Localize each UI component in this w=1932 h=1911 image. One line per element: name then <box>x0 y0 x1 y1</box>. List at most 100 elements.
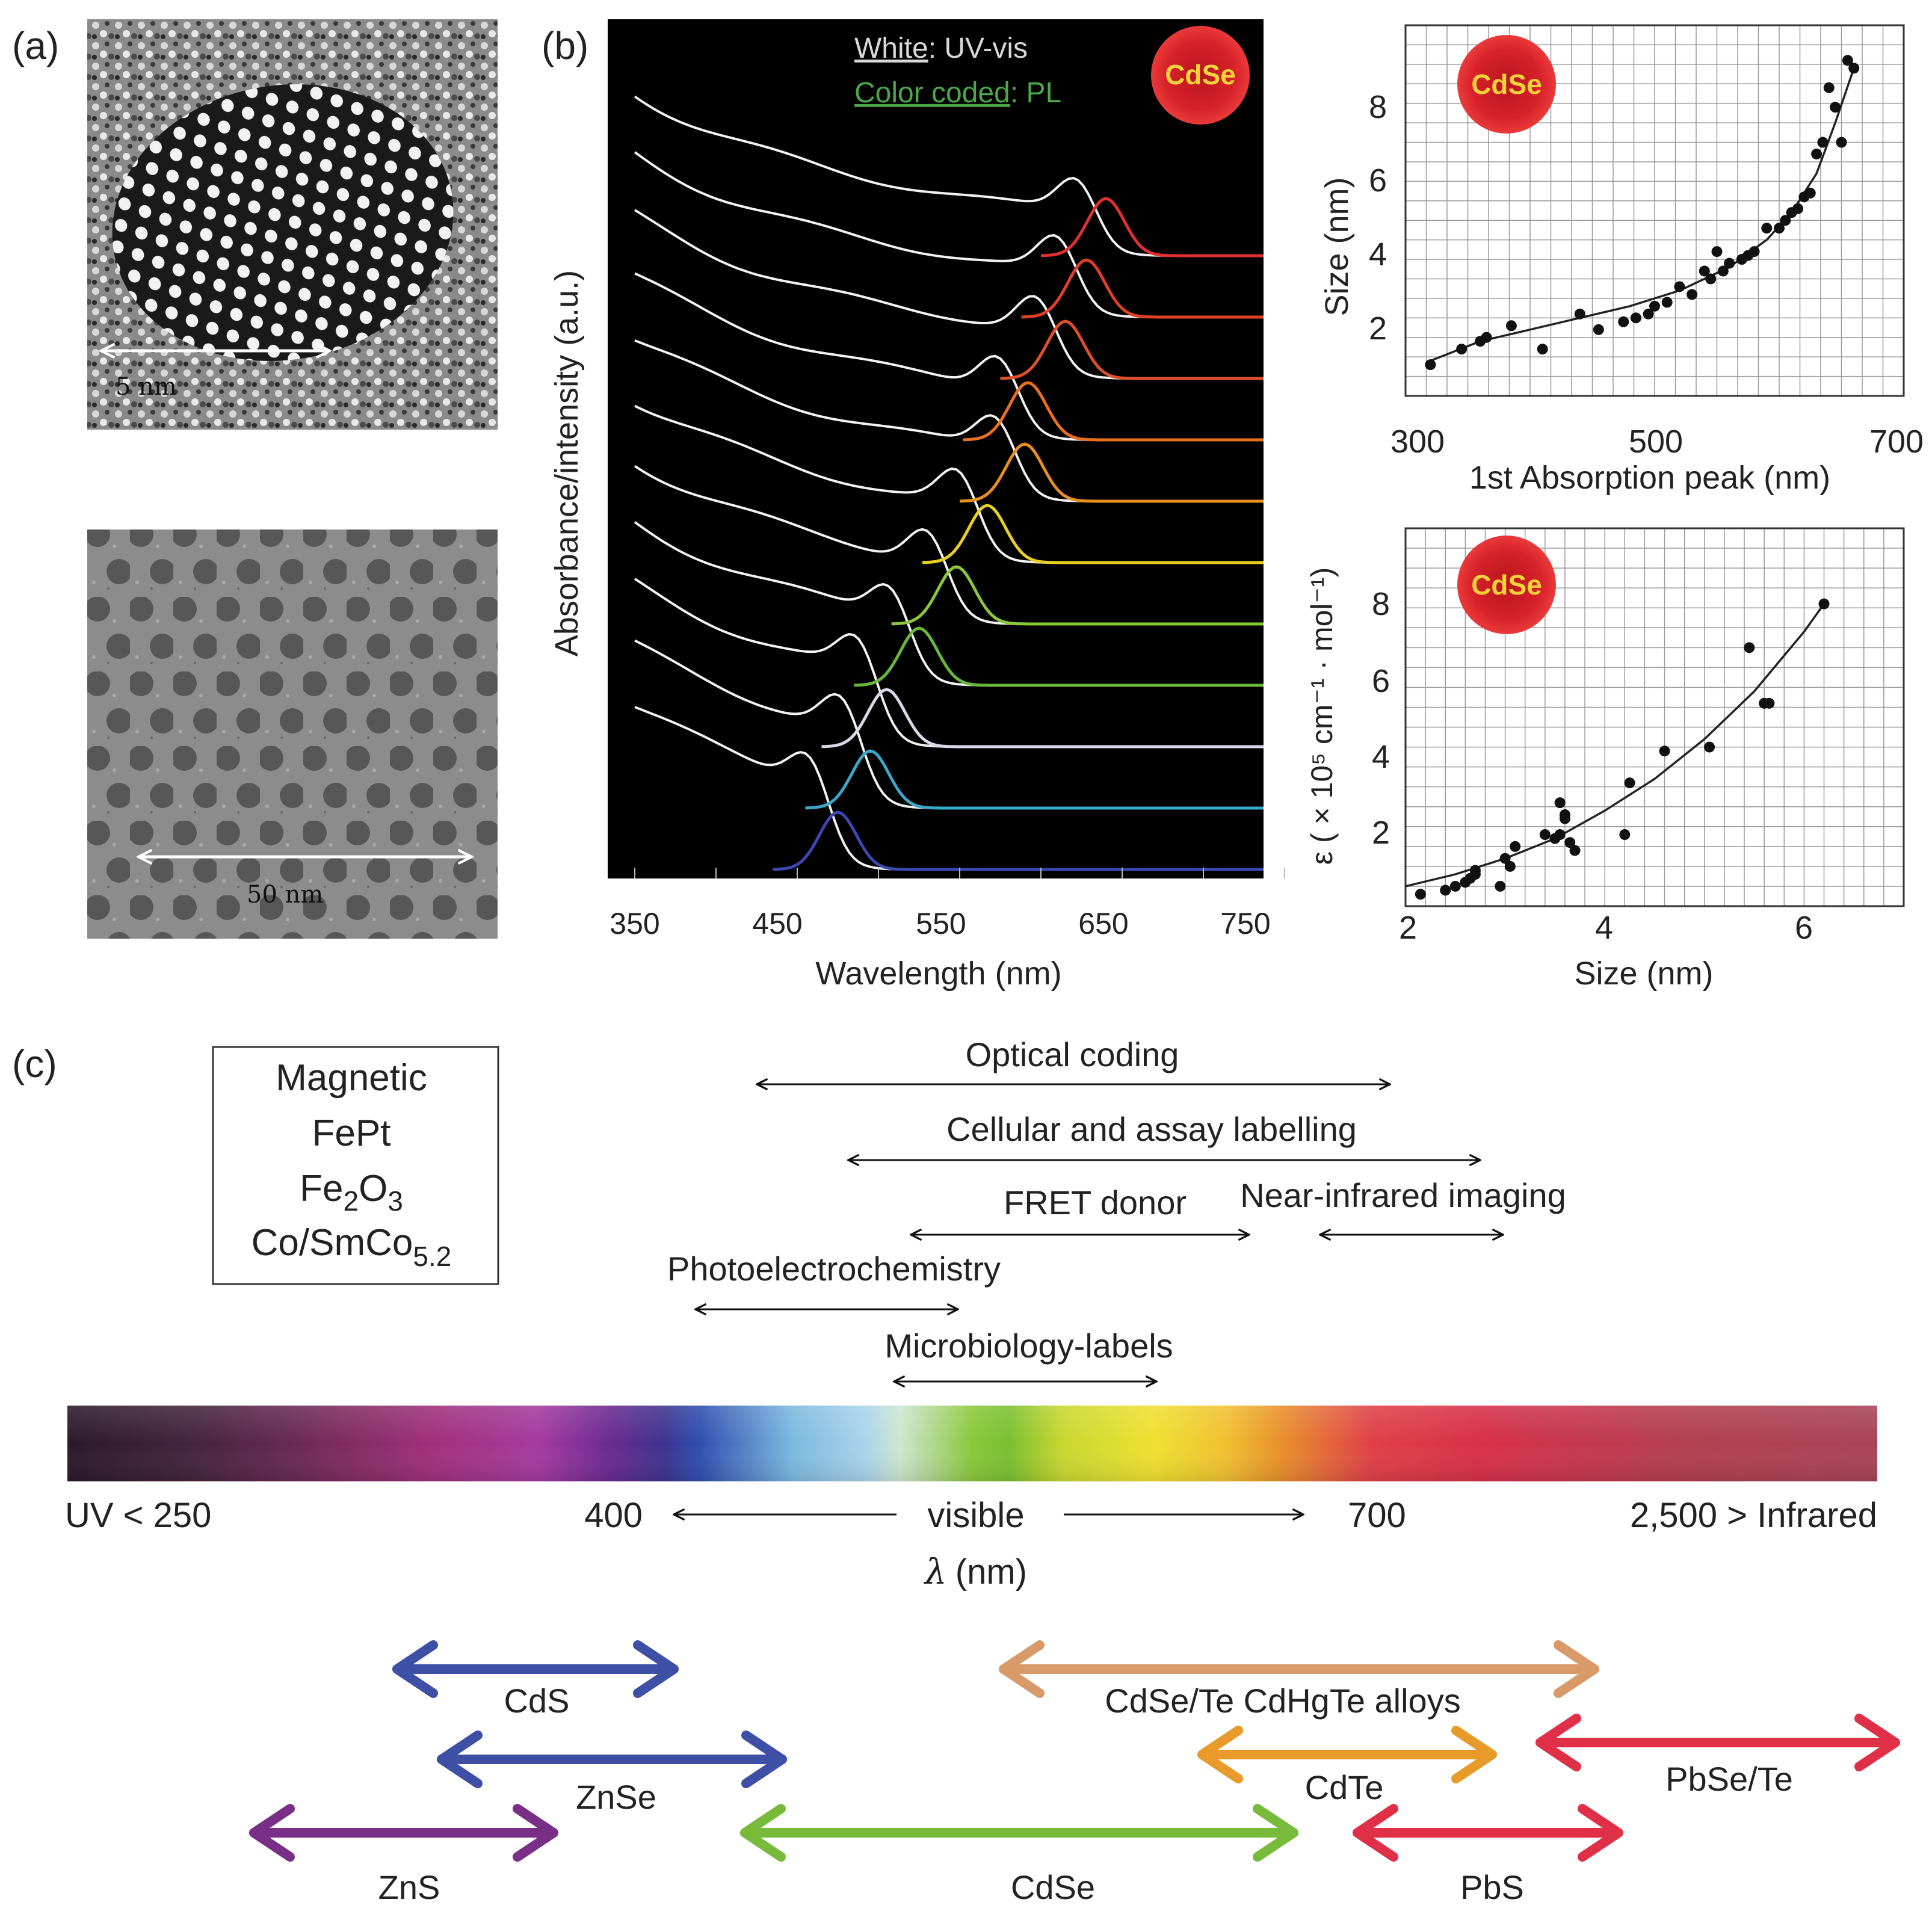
panel-label-a: (a) <box>12 24 59 67</box>
cosmco: Co/SmCo <box>252 1222 413 1264</box>
data-point <box>1449 880 1461 892</box>
data-point <box>1415 889 1426 900</box>
data-point <box>1569 845 1581 856</box>
data-point <box>1724 258 1735 269</box>
application-ranges: Optical coding Cellular and assay labell… <box>667 1036 1566 1382</box>
magnetic-fe2o3: Fe2O3 <box>300 1168 403 1217</box>
data-point <box>1836 137 1847 148</box>
data-point <box>1659 746 1670 757</box>
material-zns: ZnS <box>249 1804 558 1906</box>
size-vs-absorption-chart: CdSe 300 500 700 2 4 6 8 1st Absorption … <box>1319 24 1924 496</box>
data-point <box>1425 359 1436 371</box>
chart2-grid <box>1406 528 1904 906</box>
spectra-panel: White: UV-vis Color coded: PL CdSe Absor… <box>549 19 1285 992</box>
data-point <box>1630 312 1641 324</box>
data-point <box>1559 809 1570 820</box>
chart2-frame <box>1404 527 1905 907</box>
spectrum-ir-label: 2,500 > Infrared <box>1630 1496 1877 1535</box>
cdse-badge-chart1: CdSe <box>1457 35 1556 134</box>
tem-image-top: 5 nm <box>87 19 498 430</box>
material-label: CdSe <box>1011 1868 1095 1906</box>
data-point <box>1687 289 1698 300</box>
pl-curve <box>1000 320 1264 380</box>
data-point <box>1848 63 1860 74</box>
spectrum-400-label: 400 <box>584 1496 643 1535</box>
spectra-xtick-labels: 350 450 550 650 750 <box>610 907 1270 940</box>
data-point <box>1804 187 1816 199</box>
chart1-ytick-label: 8 <box>1369 89 1387 125</box>
lambda-symbol: λ <box>924 1551 947 1592</box>
material-label: CdSe/Te CdHgTe alloys <box>1105 1682 1460 1720</box>
spectra-background <box>608 19 1264 878</box>
data-point <box>1619 829 1631 841</box>
magnetic-cosmco: Co/SmCo5.2 <box>252 1222 452 1272</box>
magnetic-heading: Magnetic <box>276 1057 427 1099</box>
pl-curve <box>959 442 1264 503</box>
app-photoelectrochemistry: Photoelectrochemistry <box>667 1250 1001 1288</box>
epsilon-vs-size-chart: CdSe 2 4 6 2 4 6 8 Size (nm) ε ( × 10⁵ c… <box>1305 527 1905 992</box>
data-point <box>1830 102 1841 113</box>
legend-color-key: Color coded <box>854 77 1010 109</box>
material-label: ZnS <box>378 1868 440 1906</box>
data-point <box>1499 853 1511 864</box>
data-point <box>1811 148 1822 159</box>
chart2-xlabel: Size (nm) <box>1574 956 1713 992</box>
pl-curve <box>1021 258 1264 319</box>
data-point <box>1792 203 1804 214</box>
data-point <box>1748 246 1760 258</box>
wavelength-spectrum: UV < 250 400 visible 700 2,500 > Infrare… <box>65 1406 1877 1592</box>
chart1-ytick-label: 6 <box>1369 162 1387 199</box>
material-znse: ZnSe <box>437 1730 787 1816</box>
badge-text: CdSe <box>1165 59 1236 90</box>
chart1-xtick-label: 500 <box>1629 424 1683 460</box>
data-point <box>1504 860 1516 872</box>
fe: Fe <box>300 1168 343 1209</box>
data-point <box>1717 265 1729 277</box>
data-point <box>1505 320 1517 332</box>
xtick-label: 750 <box>1220 907 1270 940</box>
xtick-label: 650 <box>1078 907 1128 940</box>
chart1-ylabel: Size (nm) <box>1319 177 1355 316</box>
material-label: CdTe <box>1305 1768 1384 1806</box>
data-point <box>1823 82 1835 93</box>
material-cdsete-alloys: CdSe/Te CdHgTe alloys <box>999 1640 1599 1720</box>
data-point <box>1643 308 1654 320</box>
legend-uvvis: White: UV-vis <box>854 32 1028 64</box>
badge-text: CdSe <box>1471 569 1542 600</box>
magnetic-box: Magnetic FePt Fe2O3 Co/SmCo5.2 <box>212 1046 499 1285</box>
spectrum-uv-label: UV < 250 <box>65 1496 211 1535</box>
chart1-frame <box>1404 24 1905 397</box>
data-point <box>1618 316 1629 327</box>
data-point <box>1456 344 1468 355</box>
data-point <box>1564 837 1576 848</box>
data-point <box>1495 880 1506 892</box>
cdse-badge-spectra: CdSe <box>1151 26 1250 125</box>
material-cdte: CdTe <box>1197 1726 1497 1806</box>
data-point <box>1705 273 1717 285</box>
spectrum-visible-label: visible <box>927 1496 1024 1535</box>
lambda-unit: (nm) <box>955 1552 1027 1591</box>
material-label: CdS <box>504 1682 570 1720</box>
legend-color-rest: : PL <box>1010 77 1061 109</box>
app-fret-donor: FRET donor <box>1004 1184 1187 1221</box>
legend-white-rest: : UV-vis <box>928 32 1028 64</box>
data-point <box>1744 642 1755 653</box>
chart1-ytick-label: 4 <box>1369 236 1387 273</box>
pl-curve <box>773 810 1264 871</box>
data-point <box>1704 741 1715 753</box>
chart2-ytick-label: 6 <box>1372 663 1390 699</box>
material-label: PbS <box>1460 1868 1524 1906</box>
data-point <box>1842 55 1853 66</box>
badge-text: CdSe <box>1471 69 1542 100</box>
material-cdse: CdSe <box>740 1804 1298 1906</box>
chart2-xtick-label: 4 <box>1595 910 1613 946</box>
chart1-ytick-label: 2 <box>1369 310 1387 347</box>
chart1-marks <box>1425 55 1860 371</box>
data-point <box>1440 884 1451 896</box>
chart1-xlabel: 1st Absorption peak (nm) <box>1469 460 1830 496</box>
spectrum-700-label: 700 <box>1348 1496 1406 1535</box>
data-point <box>1649 300 1660 312</box>
data-point <box>1574 308 1585 320</box>
app-near-infrared: Near-infrared imaging <box>1240 1176 1566 1214</box>
